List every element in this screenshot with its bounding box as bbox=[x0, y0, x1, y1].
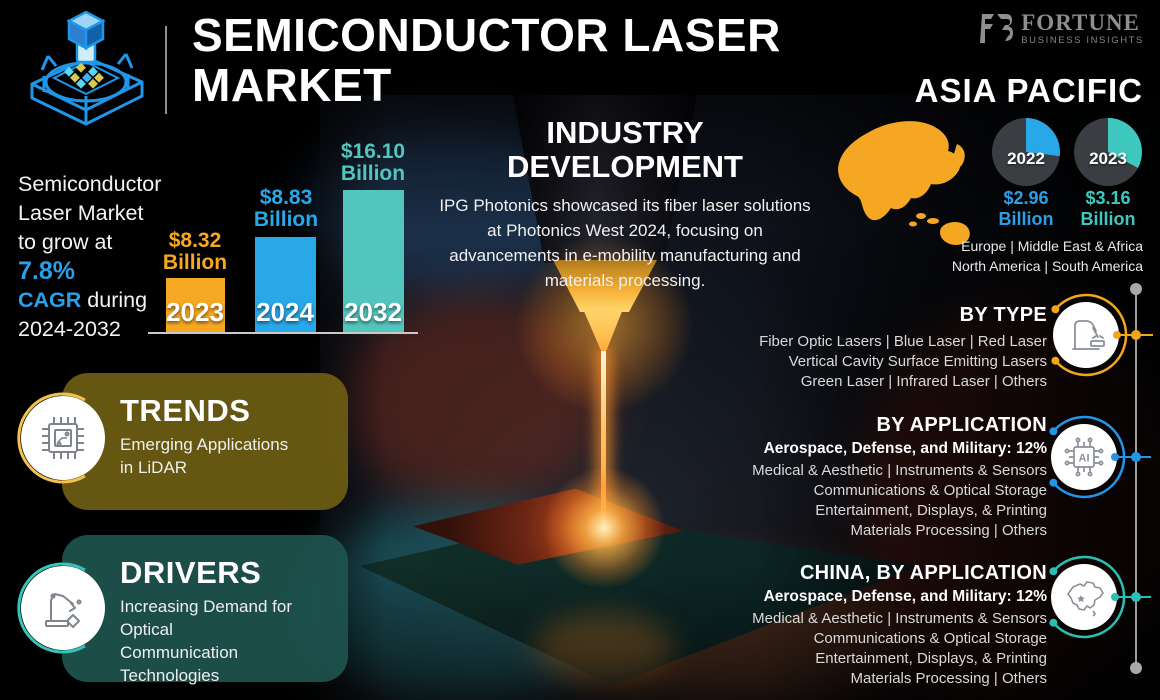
timeline-dot-bottom bbox=[1130, 662, 1142, 674]
brand-logo: FORTUNE BUSINESS INSIGHTS bbox=[978, 10, 1144, 46]
photo-dark-overlay bbox=[320, 95, 1160, 700]
growth-line: to grow at bbox=[18, 230, 113, 254]
section-highlight: Aerospace, Defense, and Military: 12% bbox=[763, 440, 1047, 457]
page-title-line2: MARKET bbox=[192, 59, 392, 111]
header-divider bbox=[165, 26, 167, 114]
connector-dot bbox=[1131, 330, 1141, 340]
semiconductor-machine-icon bbox=[30, 10, 144, 126]
section-line: Materials Processing | Others bbox=[850, 522, 1047, 539]
growth-cagr-line: CAGR during bbox=[18, 286, 161, 315]
growth-statement: Semiconductor Laser Market to grow at 7.… bbox=[18, 170, 161, 344]
asia-pacific-heading: ASIA PACIFIC bbox=[914, 72, 1143, 109]
robot-arm-icon bbox=[17, 562, 105, 654]
section-line: Entertainment, Displays, & Printing bbox=[815, 650, 1047, 667]
section-heading: BY APPLICATION bbox=[876, 414, 1047, 436]
growth-period: 2024-2032 bbox=[18, 317, 121, 341]
section-line: Vertical Cavity Surface Emitting Lasers bbox=[788, 353, 1047, 370]
section-line: Medical & Aesthetic | Instruments & Sens… bbox=[752, 610, 1047, 627]
section-heading: CHINA, BY APPLICATION bbox=[799, 562, 1047, 584]
pie-chart-2023: 2023 bbox=[1074, 118, 1142, 186]
brand-name: FORTUNE bbox=[1021, 10, 1140, 35]
fortune-monogram-icon bbox=[980, 14, 1014, 43]
timeline-dot-top bbox=[1130, 283, 1142, 295]
page-title: SEMICONDUCTOR LASER MARKET bbox=[192, 10, 781, 110]
section-line: Medical & Aesthetic | Instruments & Sens… bbox=[752, 462, 1047, 479]
bar-value-2024: $8.83 Billion bbox=[253, 186, 319, 231]
trends-title: TRENDS bbox=[120, 393, 251, 428]
pie-value-2022: $2.96 Billion bbox=[998, 188, 1054, 229]
svg-text:AI: AI bbox=[1079, 453, 1090, 465]
section-by-application: BY APPLICATION Aerospace, Defense, and M… bbox=[752, 414, 1047, 541]
connector-dot bbox=[1131, 592, 1141, 602]
pie-value-2023: $3.16 Billion bbox=[1080, 188, 1136, 229]
laser-chip-photo bbox=[300, 95, 1160, 700]
industry-development: INDUSTRY DEVELOPMENT IPG Photonics showc… bbox=[430, 116, 820, 293]
microchip-icon bbox=[17, 392, 105, 484]
brand-text: FORTUNE BUSINESS INSIGHTS bbox=[1021, 10, 1144, 46]
section-line: Fiber Optic Lasers | Blue Laser | Red La… bbox=[759, 333, 1047, 350]
bar-year-2024: 2024 bbox=[256, 297, 314, 327]
trends-description: Emerging Applications in LiDAR bbox=[120, 435, 289, 477]
section-china-by-application: CHINA, BY APPLICATION Aerospace, Defense… bbox=[752, 562, 1047, 689]
trends-card: TRENDS Emerging Applications in LiDAR bbox=[62, 373, 348, 510]
drivers-description: Increasing Demand for Optical Communicat… bbox=[120, 597, 292, 685]
growth-rate: 7.8% bbox=[18, 257, 75, 285]
drivers-title: DRIVERS bbox=[120, 555, 262, 590]
bar-year-2023: 2023 bbox=[166, 297, 224, 327]
connector-dot bbox=[1111, 593, 1119, 601]
connector-dot bbox=[1113, 331, 1121, 339]
section-line: Green Laser | Infrared Laser | Others bbox=[800, 373, 1047, 390]
bar-2024 bbox=[255, 237, 316, 333]
connector-dot bbox=[1111, 453, 1119, 461]
growth-line: Laser Market bbox=[18, 201, 144, 225]
asia-map-icon bbox=[838, 121, 970, 245]
section-heading: BY TYPE bbox=[959, 304, 1047, 326]
timeline-line bbox=[1135, 289, 1137, 668]
spindle bbox=[66, 10, 106, 64]
other-regions-list: Europe | Middle East & Africa North Amer… bbox=[951, 238, 1143, 274]
connector-dot bbox=[1131, 452, 1141, 462]
bar-value-2032: $16.10 Billion bbox=[340, 140, 406, 185]
bar-value-2023: $8.32 Billion bbox=[162, 229, 228, 274]
section-line: Entertainment, Displays, & Printing bbox=[815, 502, 1047, 519]
drivers-card: DRIVERS Increasing Demand for Optical Co… bbox=[62, 535, 348, 685]
section-line: Materials Processing | Others bbox=[850, 670, 1047, 687]
bar-2023 bbox=[166, 278, 225, 333]
section-line: Communications & Optical Storage bbox=[813, 630, 1047, 647]
pie-chart-2022: 2022 bbox=[992, 118, 1060, 186]
section-line: Communications & Optical Storage bbox=[813, 482, 1047, 499]
industry-body: IPG Photonics showcased its fiber laser … bbox=[439, 196, 811, 290]
pie-year-label: 2023 bbox=[1089, 149, 1127, 168]
during-label: during bbox=[81, 288, 148, 312]
page-title-line1: SEMICONDUCTOR LASER bbox=[192, 9, 781, 61]
growth-line: Semiconductor bbox=[18, 172, 162, 196]
bar-year-2032: 2032 bbox=[344, 297, 402, 327]
cagr-label: CAGR bbox=[18, 288, 82, 312]
industry-heading-line2: DEVELOPMENT bbox=[507, 149, 743, 184]
section-highlight: Aerospace, Defense, and Military: 12% bbox=[763, 588, 1047, 605]
industry-heading-line1: INDUSTRY bbox=[546, 115, 704, 150]
bar-2032 bbox=[343, 190, 404, 333]
section-by-type: BY TYPE Fiber Optic Lasers | Blue Laser … bbox=[759, 304, 1047, 392]
brand-tagline: BUSINESS INSIGHTS bbox=[1021, 35, 1144, 46]
chart-baseline bbox=[148, 332, 418, 334]
pie-year-label: 2022 bbox=[1007, 149, 1045, 168]
